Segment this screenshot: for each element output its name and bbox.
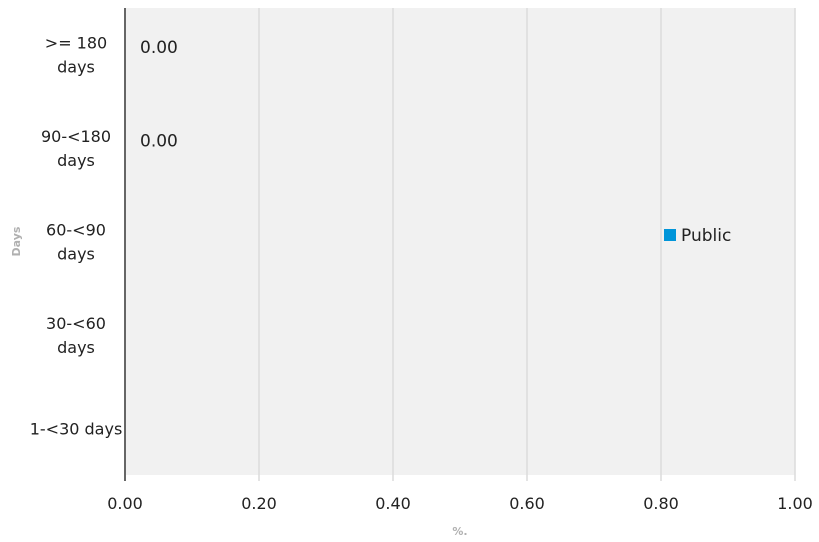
plot-area: [125, 8, 795, 475]
y-tick-label: 1-<30 days: [30, 419, 123, 438]
x-tick-label: 0.00: [107, 494, 143, 513]
y-axis-title: Days: [10, 226, 23, 256]
x-tick-labels: 0.00 0.20 0.40 0.60 0.80 1.00: [107, 494, 813, 513]
data-label: 0.00: [140, 38, 178, 58]
data-label: 0.00: [140, 131, 178, 151]
x-tick-label: 0.20: [241, 494, 277, 513]
y-tick-labels: >= 180 days 90-<180 days 60-<90 days 30-<60 day…: [30, 34, 123, 439]
legend-swatch-public: [664, 229, 676, 241]
y-tick-label: >= 180 days: [45, 34, 107, 77]
legend-label-public: Public: [681, 226, 731, 246]
y-tick-label: 30-<60 days: [46, 314, 106, 357]
x-tick-label: 0.40: [375, 494, 411, 513]
x-tick-label: 0.60: [509, 494, 545, 513]
x-tick-label: 0.80: [643, 494, 679, 513]
y-tick-label: 60-<90 days: [46, 221, 106, 264]
gridlines: [258, 8, 796, 481]
y-tick-label: 90-<180 days: [41, 127, 111, 170]
legend: Public: [664, 226, 731, 246]
data-labels: 0.00 0.00: [140, 38, 178, 151]
x-axis-title: %.: [452, 525, 467, 538]
x-tick-label: 1.00: [777, 494, 813, 513]
